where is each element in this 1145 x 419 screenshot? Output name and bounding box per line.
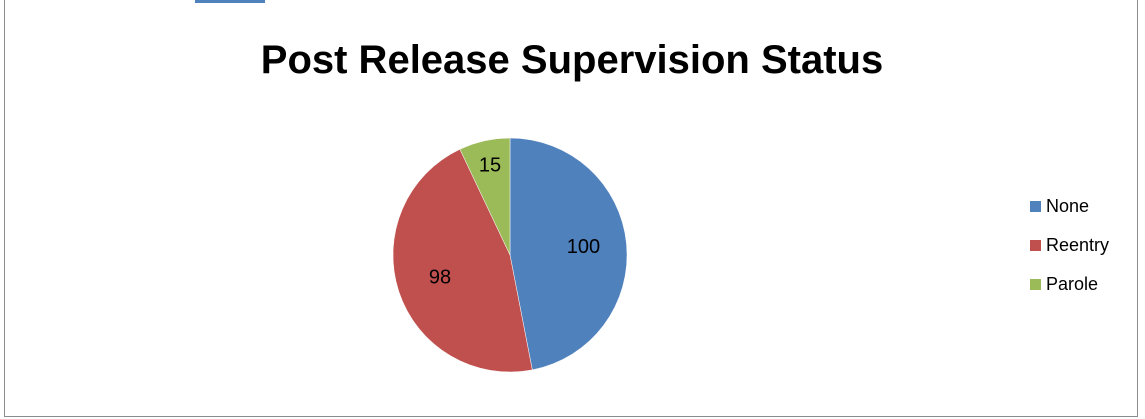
legend-swatch-parole xyxy=(1030,279,1041,290)
data-label-none: 100 xyxy=(567,236,600,258)
legend-item-parole: Parole xyxy=(1030,274,1109,295)
pie-chart: 100 98 15 xyxy=(392,137,628,373)
pie-slice-reentry xyxy=(392,148,533,373)
top-accent-line xyxy=(195,0,265,3)
legend-swatch-reentry xyxy=(1030,240,1041,251)
pie-slice-parole xyxy=(459,137,511,256)
chart-frame: Post Release Supervision Status 100 98 15 … xyxy=(4,0,1138,417)
chart-legend: None Reentry Parole xyxy=(1030,196,1109,295)
legend-item-reentry: Reentry xyxy=(1030,235,1109,256)
legend-label-reentry: Reentry xyxy=(1046,235,1110,255)
pie-labels: 100 98 15 xyxy=(429,154,600,288)
data-label-reentry: 98 xyxy=(429,266,451,288)
legend-label-none: None xyxy=(1046,196,1090,216)
chart-title: Post Release Supervision Status xyxy=(260,38,884,82)
legend-swatch-none xyxy=(1030,201,1041,212)
pie-slice-none xyxy=(509,137,628,371)
legend-label-parole: Parole xyxy=(1046,274,1099,294)
legend-item-none: None xyxy=(1030,196,1109,217)
pie-slices xyxy=(392,137,628,373)
data-label-parole: 15 xyxy=(479,154,501,176)
